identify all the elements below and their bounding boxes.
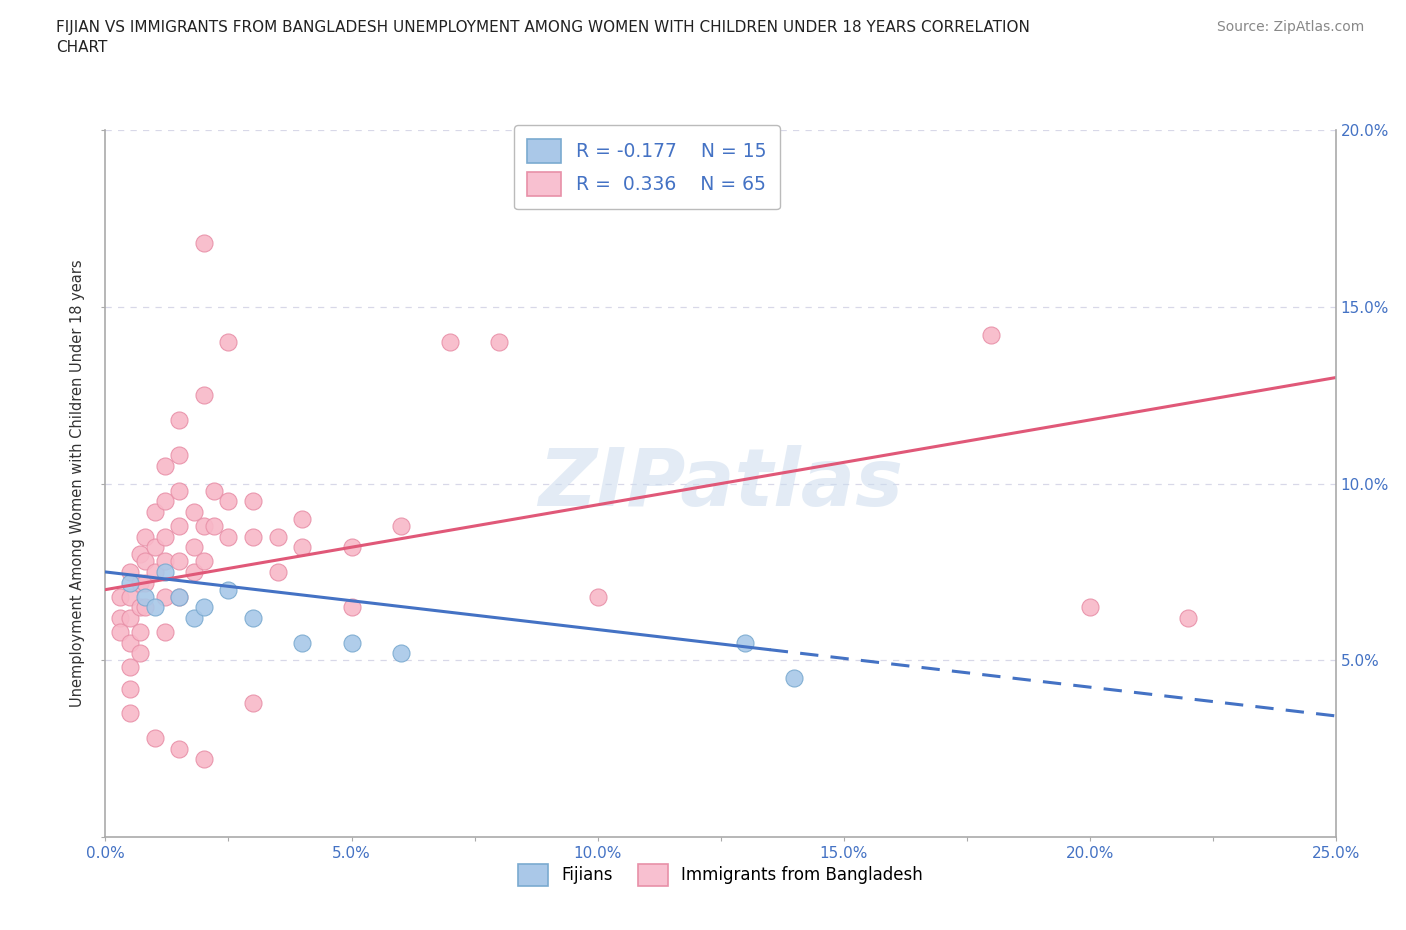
- Point: [193, 388, 215, 403]
- Point: [586, 590, 609, 604]
- Point: [193, 519, 215, 534]
- Point: [980, 327, 1002, 342]
- Point: [129, 625, 152, 640]
- Point: [202, 484, 225, 498]
- Point: [134, 600, 156, 615]
- Point: [169, 741, 191, 756]
- Legend: Fijians, Immigrants from Bangladesh: Fijians, Immigrants from Bangladesh: [512, 857, 929, 892]
- Point: [120, 635, 141, 650]
- Point: [389, 645, 412, 660]
- Point: [143, 539, 166, 554]
- Point: [193, 751, 215, 766]
- Point: [169, 413, 191, 428]
- Point: [153, 565, 176, 579]
- Point: [340, 600, 363, 615]
- Point: [129, 600, 152, 615]
- Point: [183, 504, 205, 519]
- Point: [129, 547, 152, 562]
- Text: CHART: CHART: [56, 40, 108, 55]
- Point: [193, 236, 215, 251]
- Text: ZIPatlas: ZIPatlas: [538, 445, 903, 523]
- Point: [153, 590, 176, 604]
- Point: [242, 529, 264, 544]
- Point: [143, 600, 166, 615]
- Point: [169, 590, 191, 604]
- Point: [202, 519, 225, 534]
- Point: [291, 512, 314, 526]
- Point: [120, 706, 141, 721]
- Point: [242, 696, 264, 711]
- Point: [242, 610, 264, 625]
- Point: [134, 529, 156, 544]
- Point: [267, 565, 290, 579]
- Point: [340, 539, 363, 554]
- Point: [291, 635, 314, 650]
- Point: [153, 554, 176, 569]
- Point: [134, 575, 156, 590]
- Point: [143, 731, 166, 746]
- Point: [488, 335, 510, 350]
- Point: [439, 335, 461, 350]
- Point: [129, 575, 152, 590]
- Point: [183, 539, 205, 554]
- Point: [153, 494, 176, 509]
- Point: [242, 494, 264, 509]
- Point: [169, 484, 191, 498]
- Point: [110, 610, 132, 625]
- Point: [218, 529, 240, 544]
- Point: [586, 158, 609, 173]
- Point: [120, 610, 141, 625]
- Point: [169, 590, 191, 604]
- Point: [120, 660, 141, 675]
- Point: [218, 335, 240, 350]
- Point: [183, 565, 205, 579]
- Point: [143, 565, 166, 579]
- Point: [134, 554, 156, 569]
- Point: [389, 519, 412, 534]
- Point: [340, 635, 363, 650]
- Point: [153, 625, 176, 640]
- Point: [169, 519, 191, 534]
- Point: [267, 529, 290, 544]
- Y-axis label: Unemployment Among Women with Children Under 18 years: Unemployment Among Women with Children U…: [70, 259, 86, 708]
- Point: [291, 539, 314, 554]
- Point: [218, 494, 240, 509]
- Text: Source: ZipAtlas.com: Source: ZipAtlas.com: [1216, 20, 1364, 34]
- Point: [143, 504, 166, 519]
- Point: [218, 582, 240, 597]
- Point: [134, 590, 156, 604]
- Point: [783, 671, 806, 685]
- Point: [169, 448, 191, 463]
- Point: [153, 458, 176, 473]
- Point: [120, 565, 141, 579]
- Point: [193, 600, 215, 615]
- Point: [153, 529, 176, 544]
- Point: [120, 575, 141, 590]
- Point: [169, 554, 191, 569]
- Point: [1078, 600, 1101, 615]
- Point: [110, 625, 132, 640]
- Point: [193, 554, 215, 569]
- Point: [1177, 610, 1199, 625]
- Point: [120, 681, 141, 696]
- Point: [129, 645, 152, 660]
- Point: [120, 590, 141, 604]
- Point: [734, 635, 756, 650]
- Point: [183, 610, 205, 625]
- Text: FIJIAN VS IMMIGRANTS FROM BANGLADESH UNEMPLOYMENT AMONG WOMEN WITH CHILDREN UNDE: FIJIAN VS IMMIGRANTS FROM BANGLADESH UNE…: [56, 20, 1031, 35]
- Point: [110, 590, 132, 604]
